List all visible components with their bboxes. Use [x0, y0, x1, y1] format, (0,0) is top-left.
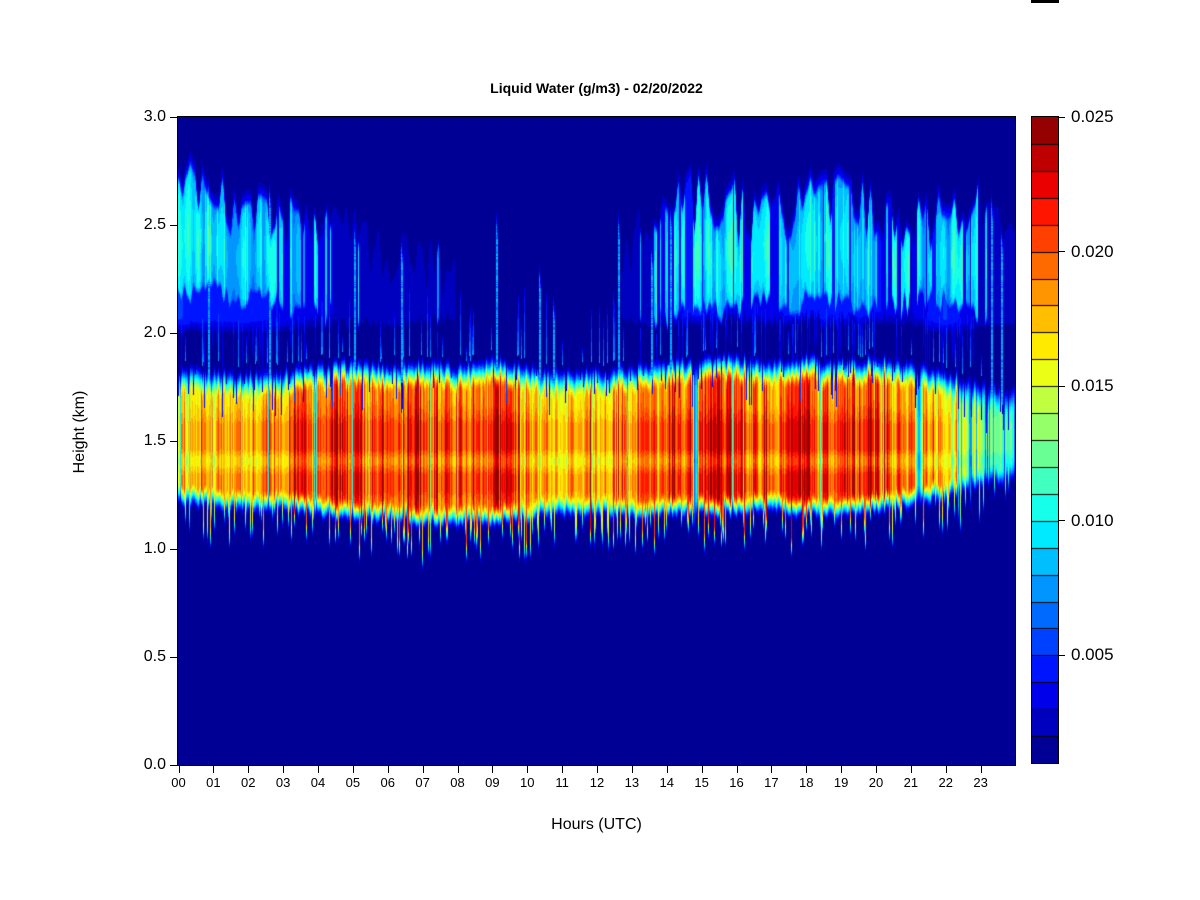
y-tick-mark	[170, 764, 178, 766]
colorbar-tick-label: 0.015	[1071, 376, 1114, 396]
y-tick-label: 0.0	[143, 756, 166, 773]
x-tick-mark	[387, 765, 389, 773]
x-tick-mark	[352, 765, 354, 773]
x-tick-label: 23	[973, 775, 988, 790]
x-tick-mark	[666, 765, 668, 773]
y-tick-mark	[170, 656, 178, 658]
x-tick-mark	[527, 765, 529, 773]
x-tick-label: 09	[485, 775, 500, 790]
colorbar-tick-label: 0.010	[1071, 510, 1114, 530]
y-tick-label: 2.0	[143, 324, 166, 341]
y-tick-label: 1.0	[143, 540, 166, 557]
x-tick-mark	[318, 765, 319, 773]
x-tick-mark	[771, 765, 773, 773]
x-tick-mark	[283, 765, 285, 773]
x-tick-label: 06	[380, 775, 395, 790]
x-tick-label: 08	[450, 775, 465, 790]
x-tick-mark	[422, 765, 424, 773]
x-tick-mark	[178, 765, 180, 773]
x-tick-label: 20	[868, 775, 884, 790]
x-tick-mark	[945, 765, 947, 773]
x-tick-label: 21	[903, 775, 919, 790]
x-tick-mark	[248, 765, 250, 773]
x-tick-mark	[597, 765, 598, 773]
colorbar-tick-mark	[1058, 116, 1065, 118]
colorbar-tick-mark	[1058, 251, 1065, 253]
y-tick-mark	[170, 440, 178, 442]
x-tick-label: 19	[833, 775, 849, 790]
y-tick-label: 0.5	[143, 648, 166, 665]
colorbar-tick-label: 0.025	[1071, 107, 1114, 126]
colorbar-tick-mark	[1058, 520, 1065, 522]
x-tick-label: 12	[589, 775, 605, 790]
x-tick-label: 17	[764, 775, 779, 790]
x-tick-mark	[980, 765, 982, 773]
x-tick-label: 11	[555, 775, 569, 790]
colorbar-tick-label: 0.005	[1071, 645, 1114, 665]
chart-title: Liquid Water (g/m3) - 02/20/2022	[490, 80, 703, 96]
x-tick-label: 10	[520, 775, 535, 790]
x-tick-mark	[841, 765, 843, 773]
x-tick-label: 18	[799, 775, 814, 790]
y-tick-mark	[170, 332, 178, 334]
y-tick-label: 2.5	[143, 216, 166, 233]
y-tick-label: 3.0	[143, 108, 166, 125]
x-tick-label: 04	[310, 775, 326, 790]
x-tick-label: 13	[624, 775, 640, 790]
x-tick-mark	[736, 765, 738, 773]
clipped-colorbar-fragment	[1031, 0, 1059, 3]
x-tick-mark	[562, 765, 564, 773]
x-tick-label: 01	[206, 775, 221, 790]
y-tick-mark	[170, 224, 178, 226]
x-tick-label: 22	[938, 775, 953, 790]
x-tick-label: 03	[275, 775, 291, 790]
y-tick-mark	[170, 116, 178, 118]
x-tick-mark	[457, 765, 459, 773]
colorbar	[1032, 117, 1058, 763]
x-tick-label: 02	[241, 775, 256, 790]
x-tick-label: 16	[729, 775, 744, 790]
y-tick-label: 1.5	[143, 432, 166, 449]
y-tick-mark	[170, 548, 178, 550]
x-tick-mark	[213, 765, 215, 773]
x-tick-label: 14	[659, 775, 674, 790]
x-tick-label: 05	[345, 775, 361, 790]
colorbar-tick-label: 0.020	[1071, 241, 1114, 261]
x-tick-label: 00	[171, 775, 186, 790]
x-tick-mark	[631, 765, 633, 773]
x-tick-label: 07	[415, 775, 430, 790]
y-axis-label: Height (km)	[71, 390, 88, 474]
colorbar-tick-mark	[1058, 654, 1065, 656]
x-tick-label: 15	[694, 775, 709, 790]
x-tick-mark	[806, 765, 808, 773]
x-tick-mark	[492, 765, 494, 773]
x-tick-mark	[876, 765, 877, 773]
x-tick-mark	[910, 765, 912, 773]
heatmap-canvas	[178, 117, 1015, 765]
x-axis-label: Hours (UTC)	[551, 816, 642, 833]
colorbar-tick-mark	[1058, 385, 1065, 387]
x-tick-mark	[701, 765, 703, 773]
